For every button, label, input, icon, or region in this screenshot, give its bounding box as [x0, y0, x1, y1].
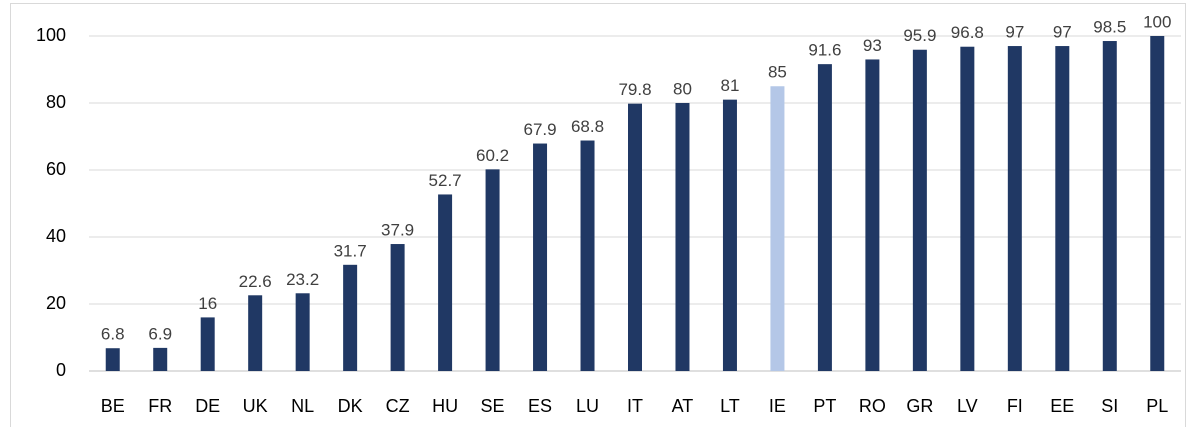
x-tick-label: GR	[906, 396, 933, 416]
bar	[248, 295, 263, 371]
bar	[817, 64, 832, 371]
value-label: 96.8	[951, 23, 984, 42]
value-label: 97	[1053, 23, 1072, 42]
x-tick-label: FI	[1007, 396, 1023, 416]
bar	[770, 86, 785, 371]
value-label: 37.9	[381, 221, 414, 240]
value-label: 6.8	[101, 325, 125, 344]
bar	[1102, 41, 1117, 372]
value-label: 98.5	[1093, 18, 1126, 37]
bar	[485, 169, 500, 371]
bar	[533, 143, 548, 371]
x-tick-label: HU	[432, 396, 458, 416]
x-tick-label: LU	[576, 396, 599, 416]
bar	[1007, 46, 1022, 372]
bar	[438, 194, 453, 371]
bar	[675, 103, 690, 371]
x-tick-label: UK	[243, 396, 268, 416]
y-tick-label: 20	[46, 293, 66, 313]
value-label: 91.6	[808, 41, 841, 60]
y-tick-label: 0	[56, 360, 66, 380]
value-label: 68.8	[571, 117, 604, 136]
x-tick-label: LV	[957, 396, 978, 416]
value-label: 100	[1143, 12, 1171, 31]
bar	[960, 46, 975, 371]
value-label: 31.7	[334, 241, 367, 260]
x-tick-label: DE	[195, 396, 220, 416]
y-tick-label: 60	[46, 159, 66, 179]
bar	[1055, 46, 1070, 372]
x-tick-label: RO	[859, 396, 886, 416]
value-label: 23.2	[286, 270, 319, 289]
bar	[912, 49, 927, 372]
x-tick-label: CZ	[386, 396, 410, 416]
value-label: 93	[863, 36, 882, 55]
value-label: 6.9	[148, 324, 172, 343]
bar	[390, 244, 405, 371]
y-tick-label: 80	[46, 92, 66, 112]
x-tick-label: IE	[769, 396, 786, 416]
value-label: 80	[673, 79, 692, 98]
x-tick-label: IT	[627, 396, 643, 416]
value-label: 97	[1005, 23, 1024, 42]
bar	[865, 59, 880, 371]
value-label: 60.2	[476, 146, 509, 165]
x-tick-label: FR	[148, 396, 172, 416]
bar	[295, 293, 310, 371]
x-tick-label: AT	[672, 396, 694, 416]
value-label: 79.8	[618, 80, 651, 99]
x-tick-label: SE	[481, 396, 505, 416]
x-tick-label: PT	[813, 396, 836, 416]
chart-border	[10, 3, 1186, 427]
bar	[1150, 36, 1165, 371]
x-tick-label: DK	[338, 396, 363, 416]
bar	[200, 317, 215, 371]
value-label: 67.9	[523, 120, 556, 139]
x-tick-label: BE	[101, 396, 125, 416]
value-label: 95.9	[903, 26, 936, 45]
value-label: 81	[720, 76, 739, 95]
bar	[722, 99, 737, 372]
value-label: 85	[768, 63, 787, 82]
x-tick-label: LT	[720, 396, 740, 416]
value-label: 52.7	[429, 171, 462, 190]
bar	[105, 348, 120, 371]
value-label: 16	[198, 294, 217, 313]
x-tick-label: ES	[528, 396, 552, 416]
y-tick-label: 100	[36, 25, 66, 45]
bar	[343, 264, 358, 371]
y-tick-label: 40	[46, 226, 66, 246]
x-tick-label: PL	[1146, 396, 1168, 416]
x-tick-label: NL	[291, 396, 314, 416]
value-label: 22.6	[239, 272, 272, 291]
x-tick-label: EE	[1050, 396, 1074, 416]
x-tick-label: SI	[1101, 396, 1118, 416]
bar	[628, 103, 642, 372]
bar	[580, 140, 595, 371]
bar	[153, 347, 168, 371]
